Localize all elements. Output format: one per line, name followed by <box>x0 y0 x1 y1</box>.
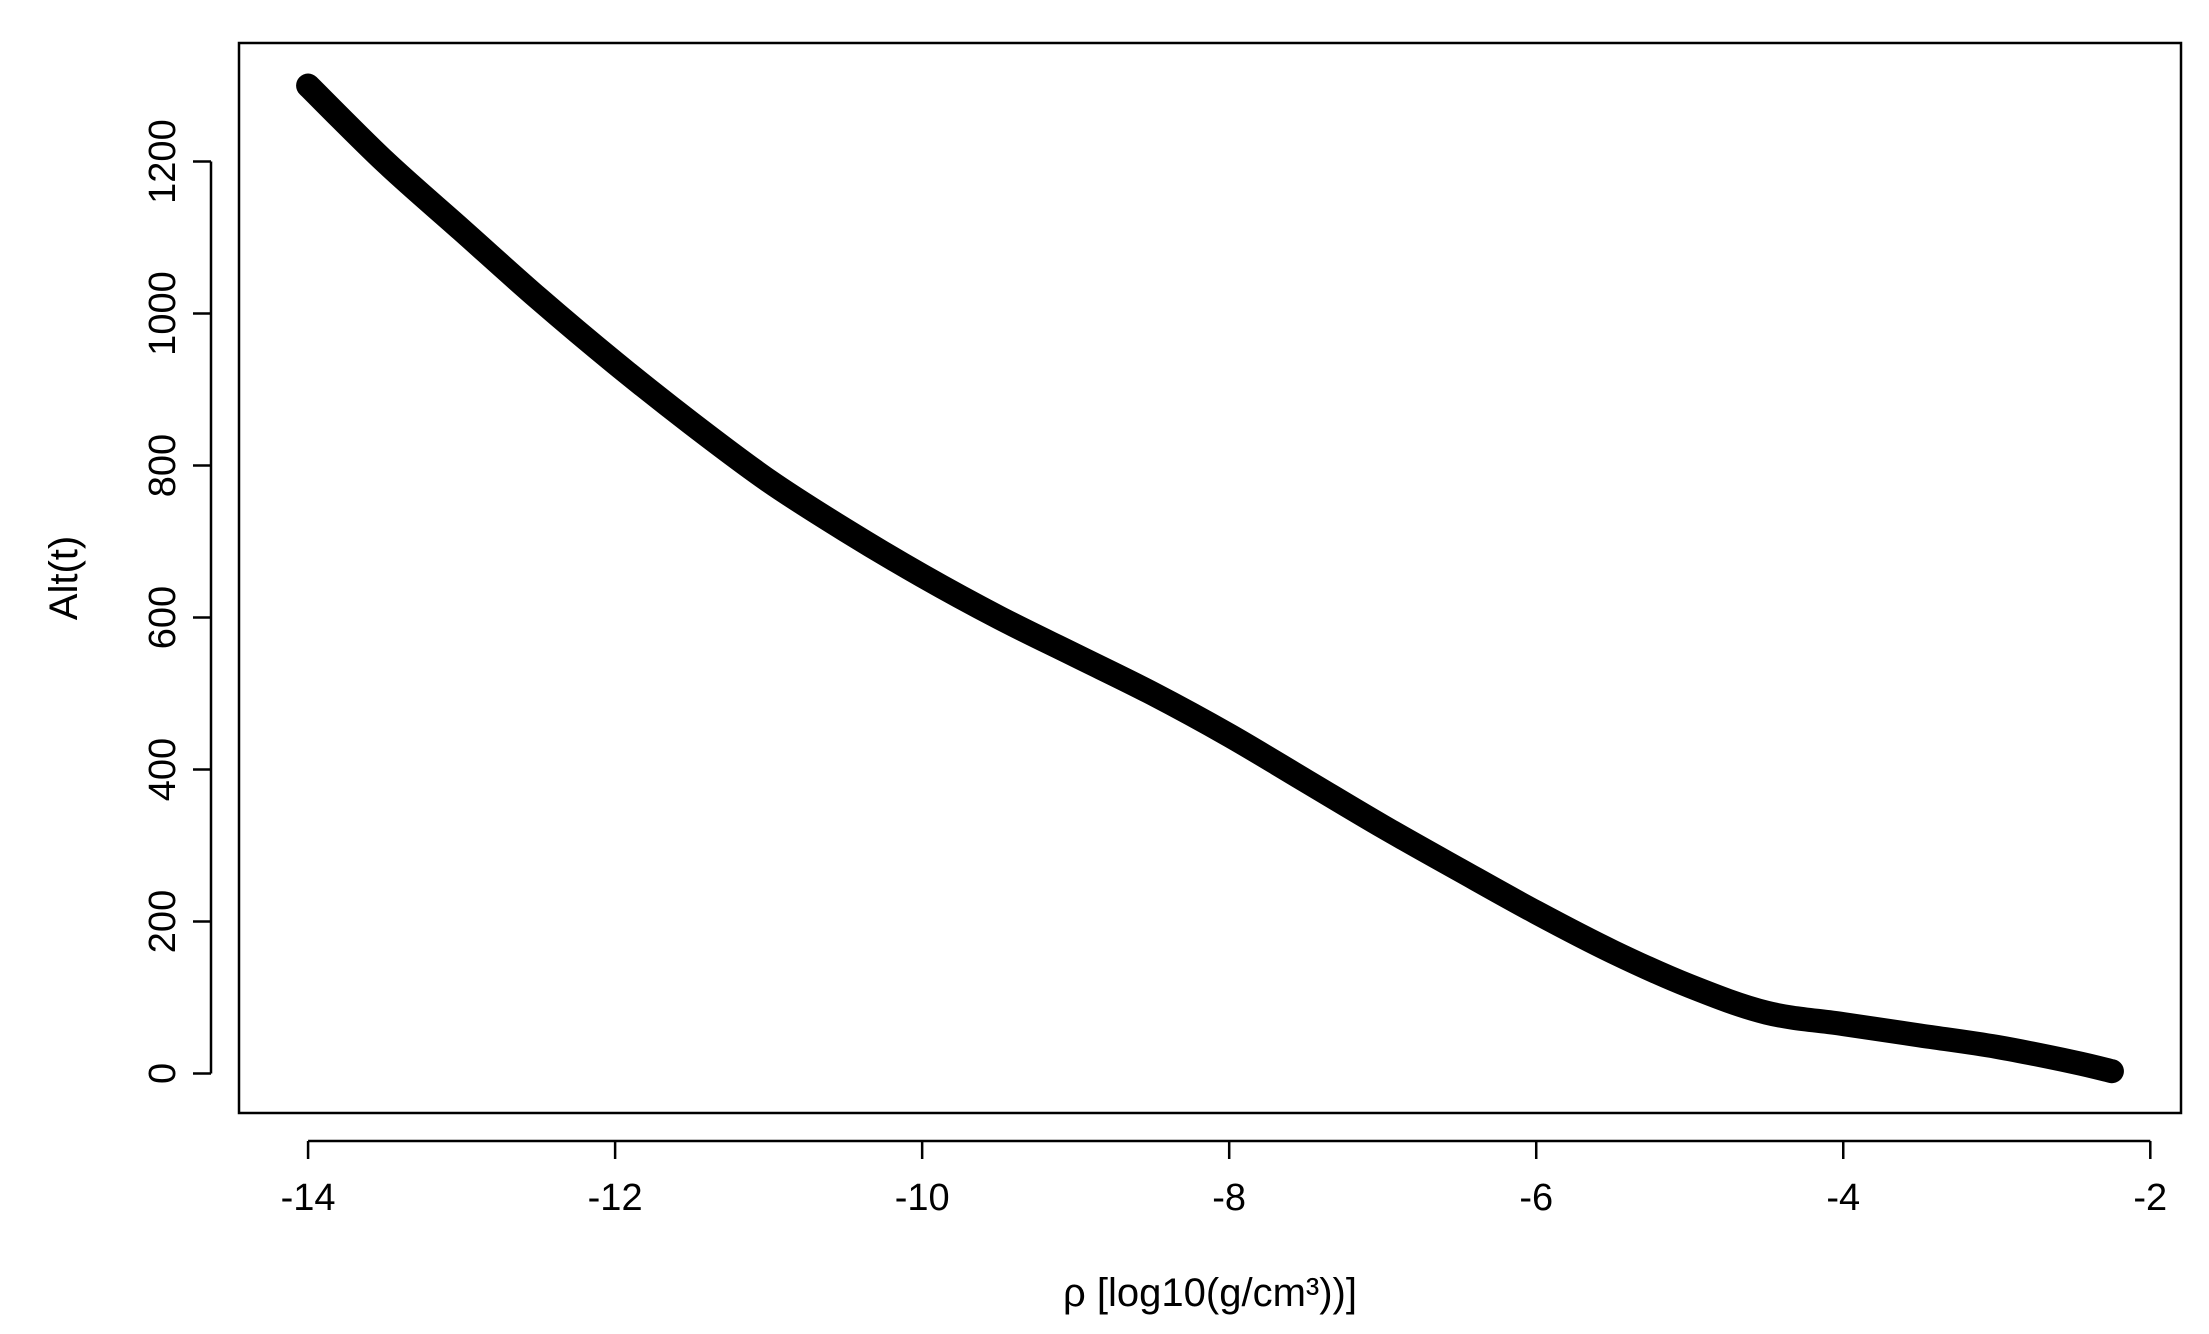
y-tick-label: 400 <box>142 738 184 801</box>
x-tick-label: -6 <box>1519 1177 1553 1219</box>
y-tick-label: 800 <box>142 434 184 497</box>
y-tick-label: 1200 <box>142 119 184 204</box>
y-tick-label: 1000 <box>142 271 184 356</box>
y-tick-label: 600 <box>142 586 184 649</box>
x-axis: -14 -12 -10 -8 -6 -4 -2 <box>281 1139 2167 1219</box>
y-axis-title: Alt(t) <box>42 536 86 620</box>
plot-frame <box>237 41 2183 1115</box>
y-tick-label: 0 <box>142 1063 184 1084</box>
y-axis: 0 200 400 600 800 1000 1200 <box>142 119 213 1084</box>
x-tick-label: -8 <box>1212 1177 1246 1219</box>
series-line <box>296 73 2124 1084</box>
y-tick-label: 200 <box>142 890 184 953</box>
x-tick-label: -10 <box>895 1177 950 1219</box>
x-tick-label: -4 <box>1826 1177 1860 1219</box>
x-tick-label: -12 <box>588 1177 643 1219</box>
series-layer <box>296 73 2124 1084</box>
x-tick-label: -14 <box>281 1177 336 1219</box>
x-tick-label: -2 <box>2133 1177 2167 1219</box>
x-axis-title: ρ [log10(g/cm³))] <box>1063 1271 1357 1315</box>
